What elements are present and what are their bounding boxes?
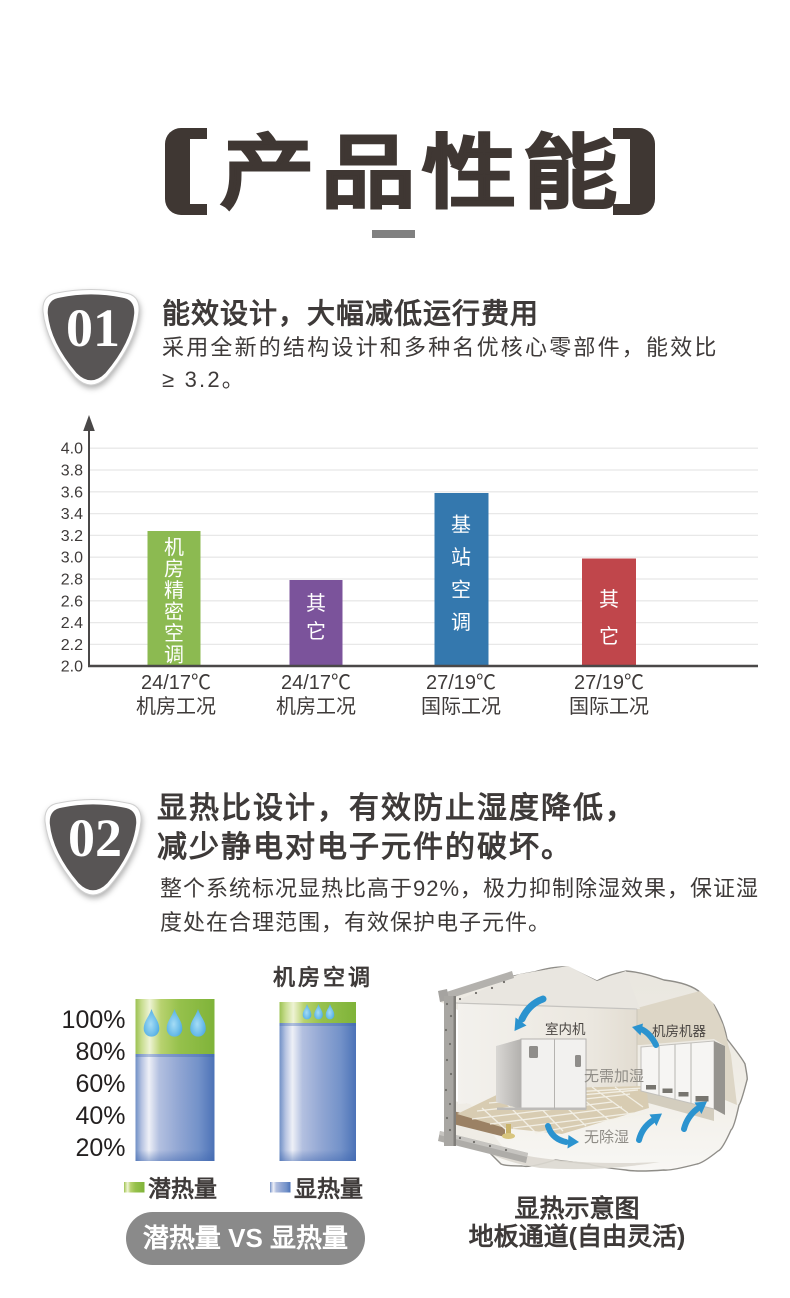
svg-text:精: 精 [164, 579, 184, 602]
svg-text:基: 基 [451, 514, 471, 537]
svg-text:机房空调: 机房空调 [273, 965, 373, 990]
svg-text:100%: 100% [62, 1006, 126, 1034]
svg-text:站: 站 [451, 546, 471, 569]
svg-text:其: 其 [306, 592, 326, 615]
svg-text:国际工况: 国际工况 [569, 695, 649, 718]
svg-text:24/17℃: 24/17℃ [281, 672, 351, 694]
svg-text:3.2: 3.2 [61, 528, 83, 545]
svg-text:24/17℃: 24/17℃ [141, 672, 211, 694]
svg-text:2.2: 2.2 [61, 637, 83, 654]
svg-text:2.8: 2.8 [61, 572, 83, 589]
svg-text:2.0: 2.0 [61, 659, 83, 676]
svg-text:无需加湿: 无需加湿 [584, 1068, 644, 1085]
svg-text:20%: 20% [75, 1134, 125, 1162]
svg-text:无除湿: 无除湿 [584, 1129, 629, 1146]
svg-text:2.4: 2.4 [61, 615, 83, 632]
svg-text:3.4: 3.4 [61, 506, 83, 523]
svg-text:室内机: 室内机 [545, 1021, 586, 1037]
svg-text:80%: 80% [75, 1038, 125, 1066]
svg-text:密: 密 [164, 601, 184, 624]
svg-text:房: 房 [164, 558, 184, 581]
svg-text:2.6: 2.6 [61, 593, 83, 610]
svg-text:机房工况: 机房工况 [276, 695, 356, 718]
svg-text:4.0: 4.0 [61, 441, 83, 458]
svg-text:其: 其 [599, 588, 619, 611]
svg-text:机房工况: 机房工况 [136, 695, 216, 718]
svg-text:27/19℃: 27/19℃ [426, 672, 496, 694]
svg-text:01: 01 [66, 298, 120, 358]
svg-text:3.8: 3.8 [61, 463, 83, 480]
svg-text:国际工况: 国际工况 [421, 695, 501, 718]
svg-text:调: 调 [164, 644, 184, 667]
svg-text:3.0: 3.0 [61, 550, 83, 567]
svg-text:空: 空 [164, 622, 184, 645]
svg-text:02: 02 [68, 808, 122, 868]
svg-text:显热量: 显热量 [294, 1176, 363, 1202]
svg-text:3.6: 3.6 [61, 484, 83, 501]
svg-text:它: 它 [599, 625, 619, 648]
svg-text:空: 空 [451, 579, 471, 602]
svg-text:调: 调 [451, 611, 471, 634]
svg-text:它: 它 [306, 620, 326, 643]
svg-text:潜热量: 潜热量 [148, 1176, 217, 1202]
svg-text:27/19℃: 27/19℃ [574, 672, 644, 694]
svg-text:机: 机 [164, 536, 184, 559]
svg-text:40%: 40% [75, 1102, 125, 1130]
svg-text:机房机器: 机房机器 [652, 1024, 706, 1039]
svg-text:60%: 60% [75, 1070, 125, 1098]
